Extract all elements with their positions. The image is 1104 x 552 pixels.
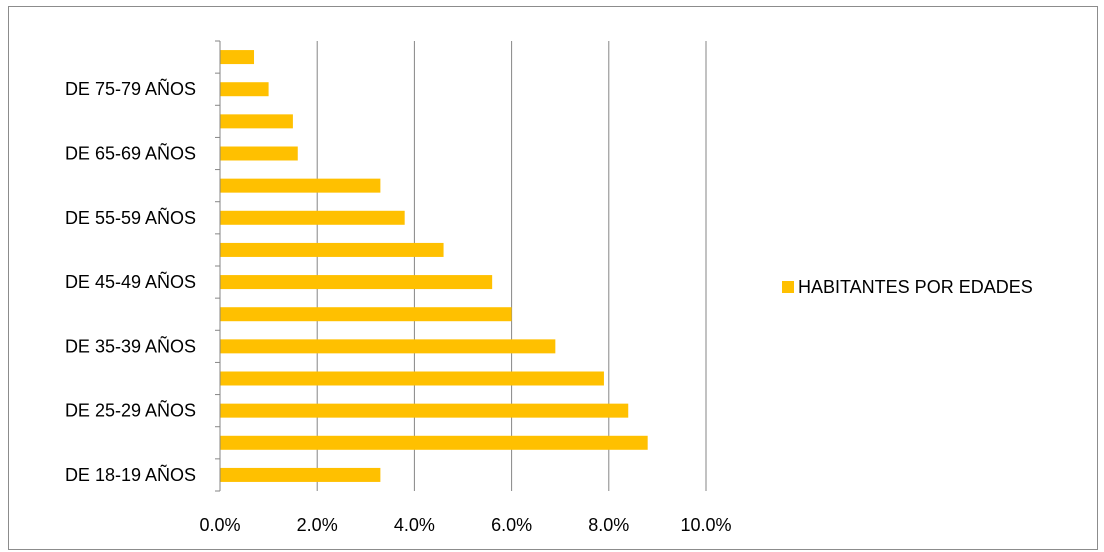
- y-category-label: DE 65-69 AÑOS: [65, 143, 196, 164]
- y-category-label: DE 25-29 AÑOS: [65, 400, 196, 421]
- bar: [220, 242, 444, 257]
- x-tick-label: 0.0%: [199, 515, 240, 535]
- legend-swatch: [782, 281, 794, 293]
- bar: [220, 210, 405, 225]
- bar: [220, 403, 629, 418]
- bar: [220, 114, 293, 129]
- bar: [220, 307, 512, 322]
- y-category-label: DE 18-19 AÑOS: [65, 464, 196, 485]
- bar: [220, 275, 493, 290]
- y-category-label: DE 55-59 AÑOS: [65, 207, 196, 228]
- bar: [220, 435, 648, 450]
- y-axis: DE 18-19 AÑOS DE 25-29 AÑOS DE 35-39 AÑOS D…: [65, 40, 221, 492]
- y-category-label: DE 45-49 AÑOS: [65, 271, 196, 292]
- x-tick-label: 8.0%: [588, 515, 629, 535]
- bar: [220, 371, 604, 386]
- x-tick-label: 4.0%: [394, 515, 435, 535]
- x-tick-label: 6.0%: [491, 515, 532, 535]
- x-axis-labels: 0.0% 2.0% 4.0% 6.0% 8.0% 10.0%: [199, 515, 731, 535]
- x-tick-label: 2.0%: [297, 515, 338, 535]
- bar: [220, 146, 298, 161]
- y-category-label: DE 75-79 AÑOS: [65, 78, 196, 99]
- legend-label: HABITANTES POR EDADES: [798, 277, 1033, 297]
- chart-frame: [8, 6, 1098, 550]
- bar: [220, 178, 381, 193]
- bar: [220, 82, 269, 97]
- bar: [220, 467, 381, 482]
- bars: [220, 50, 648, 482]
- y-category-label: DE 35-39 AÑOS: [65, 335, 196, 356]
- legend: HABITANTES POR EDADES: [782, 277, 1033, 297]
- x-tick-label: 10.0%: [680, 515, 731, 535]
- bar: [220, 50, 255, 65]
- gridlines: [316, 41, 707, 491]
- bar: [220, 339, 556, 354]
